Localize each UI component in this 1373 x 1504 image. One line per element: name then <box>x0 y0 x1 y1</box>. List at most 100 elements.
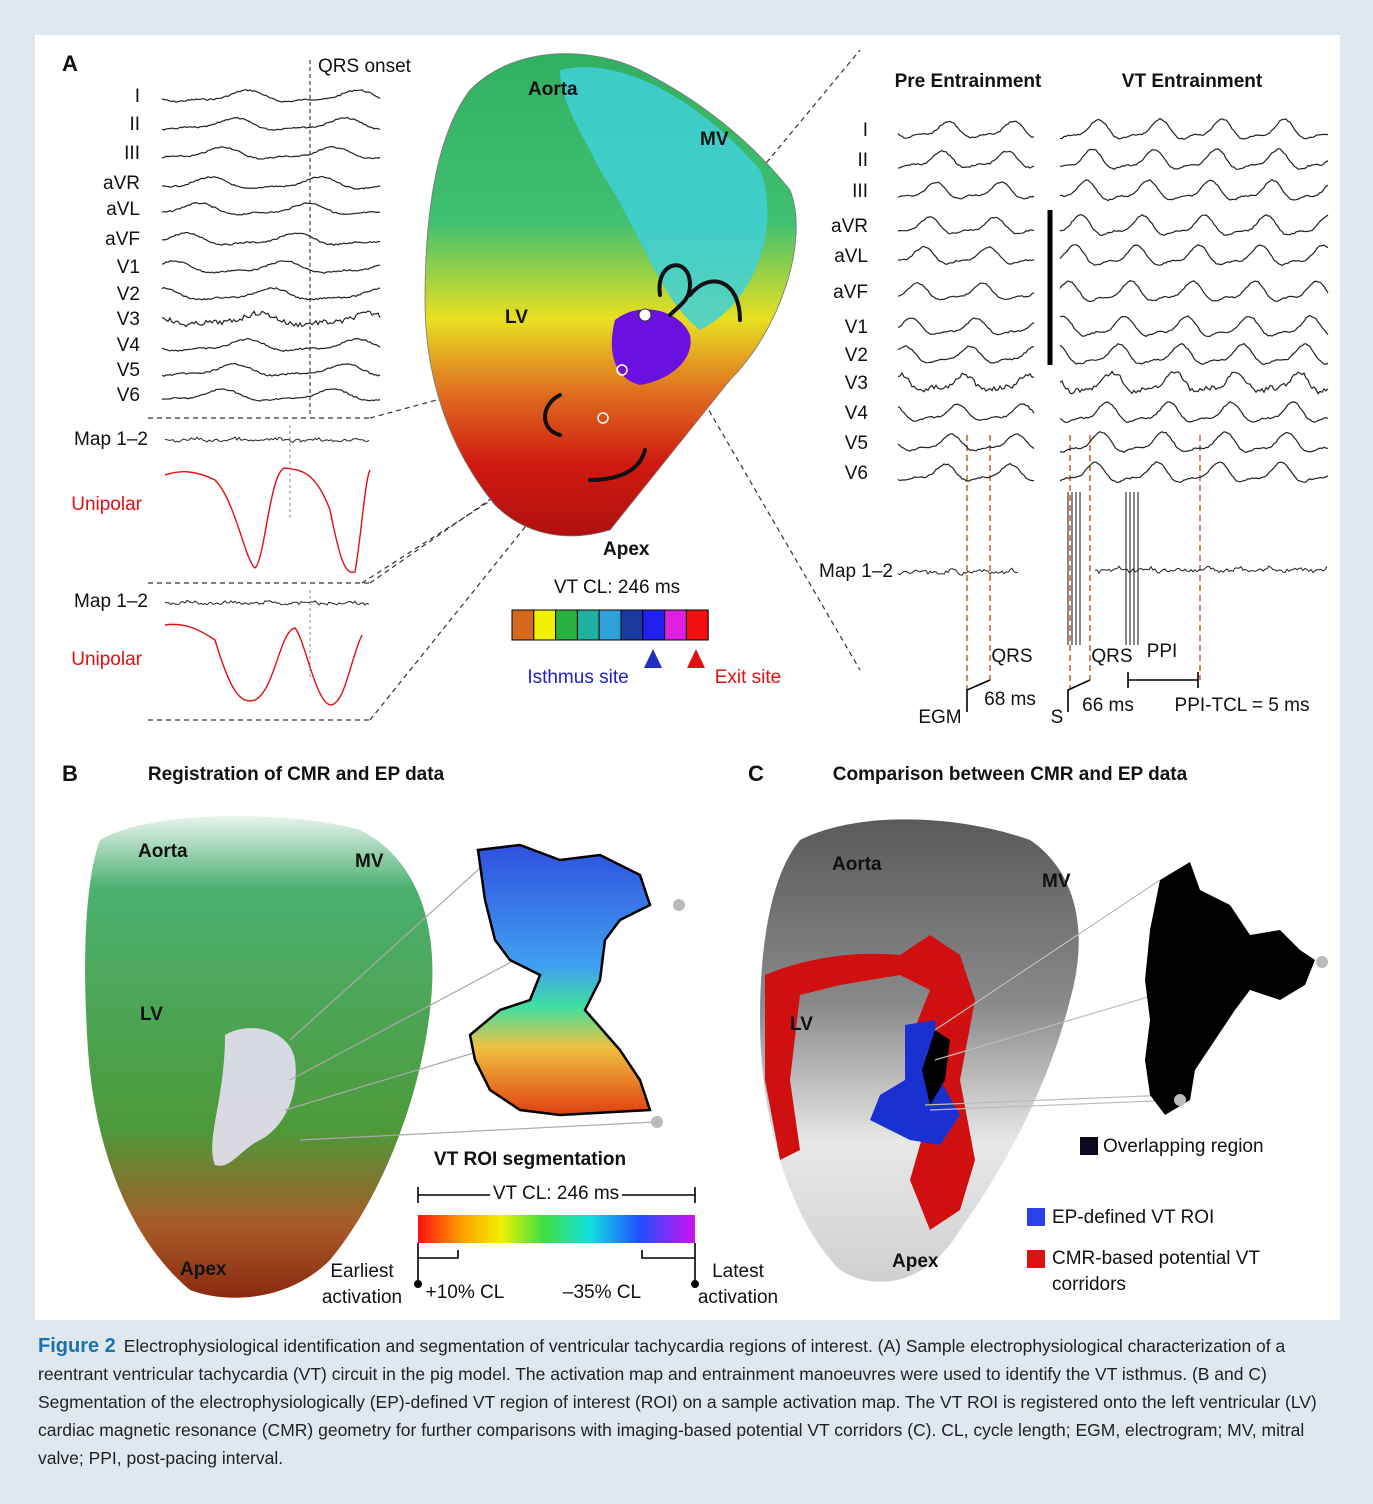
colorbar-cell <box>685 609 709 641</box>
lead-label: V3 <box>845 373 868 394</box>
caption: Figure 2 Electrophysiological identificat… <box>38 1332 1338 1472</box>
panel-label: B <box>62 761 78 786</box>
legend-label: EP-defined VT ROI <box>1052 1207 1214 1228</box>
lead-label: V6 <box>117 385 140 406</box>
column-title: VT Entrainment <box>1122 71 1263 92</box>
ecg-trace <box>1059 431 1329 454</box>
annotation: QRS <box>991 646 1032 667</box>
marker-dot <box>691 1280 699 1288</box>
bipolar-trace <box>164 599 370 606</box>
figure-label: Figure 2 <box>38 1335 116 1357</box>
ecg-trace <box>161 310 381 328</box>
lead-label: V5 <box>117 360 140 381</box>
colorbar-cell <box>511 609 535 641</box>
lead-label: aVR <box>831 216 868 237</box>
isthmus-marker <box>644 649 662 668</box>
connector-dot <box>651 1116 663 1128</box>
isthmus-region <box>611 309 691 385</box>
unipolar-trace <box>164 623 363 706</box>
lead-label: aVF <box>833 282 868 303</box>
trace-label: Map 1–2 <box>74 429 148 450</box>
ecg-trace <box>1059 178 1329 202</box>
map-region <box>560 67 768 330</box>
trace-label: Unipolar <box>71 494 142 515</box>
lead-label: II <box>129 114 140 135</box>
annotation: PPI-TCL = 5 ms <box>1175 695 1310 716</box>
annotation: 66 ms <box>1082 695 1134 716</box>
overlap-shape <box>1145 862 1315 1115</box>
legend-label: CMR-based potential VT <box>1052 1248 1260 1269</box>
ecg-trace <box>161 146 381 160</box>
connector-lines <box>284 849 656 1141</box>
lead-label: aVR <box>103 173 140 194</box>
ecg-trace <box>161 88 381 103</box>
circuit-arrows <box>543 263 742 482</box>
lead-label: I <box>135 86 140 107</box>
activation-gradient <box>418 1215 695 1243</box>
ecg-trace <box>1059 213 1329 237</box>
map-label: MV <box>1042 871 1071 892</box>
connector-dot <box>673 899 685 911</box>
ecg-trace <box>161 260 381 274</box>
colorbar-cell <box>555 609 578 641</box>
map-label: LV <box>140 1004 163 1025</box>
caption-text: Electrophysiological identification and … <box>38 1336 1317 1468</box>
site-marker <box>616 364 628 376</box>
legend-label: –35% CL <box>563 1282 641 1303</box>
site-marker <box>597 412 609 424</box>
ecg-trace <box>897 120 1035 139</box>
map-label: MV <box>355 851 384 872</box>
annotation: QRS onset <box>318 56 412 77</box>
annotation: S <box>1051 707 1064 728</box>
colorbar-cell <box>620 609 644 641</box>
annotation: EGM <box>918 707 961 728</box>
ecg-trace <box>897 282 1035 301</box>
annotation: PPI <box>1147 641 1178 662</box>
map-label: Apex <box>603 539 650 560</box>
roi-segment <box>468 843 652 1117</box>
panel-title: Comparison between CMR and EP data <box>833 764 1188 785</box>
legend-label: Exit site <box>715 667 782 688</box>
lead-label: V6 <box>845 463 868 484</box>
legend-label: activation <box>698 1287 778 1308</box>
ecg-trace <box>1060 117 1328 140</box>
legend-label: activation <box>322 1287 402 1308</box>
lead-label: V2 <box>117 284 140 305</box>
pacing-spikes <box>1067 492 1139 645</box>
lead-label: III <box>124 143 140 164</box>
map-label: LV <box>505 307 528 328</box>
connector-dot <box>1316 956 1328 968</box>
colorbar-cell <box>576 609 600 641</box>
lead-label: V4 <box>117 335 141 356</box>
trace-label: Unipolar <box>71 649 142 670</box>
ecg-trace <box>897 371 1035 393</box>
ecg-trace <box>1059 370 1329 395</box>
legend-label: +10% CL <box>426 1282 505 1303</box>
ecg-trace <box>161 337 381 352</box>
ecg-trace <box>1059 461 1329 484</box>
map-label: Aorta <box>528 79 578 100</box>
colorbar-cell <box>598 609 622 641</box>
bipolar-trace <box>164 436 370 443</box>
ecg-trace <box>897 462 1035 482</box>
lead-label: II <box>857 150 868 171</box>
colorbar-cell <box>642 609 666 641</box>
activation-colorbar <box>511 609 709 641</box>
annotation: QRS <box>1091 646 1132 667</box>
lead-label: aVL <box>834 246 868 267</box>
ecg-trace <box>897 181 1035 200</box>
panel-title: Registration of CMR and EP data <box>148 764 445 785</box>
column-title: Pre Entrainment <box>895 71 1042 92</box>
ecg-trace <box>897 432 1035 452</box>
lead-label: V1 <box>117 257 140 278</box>
lead-label: aVF <box>105 229 140 250</box>
ecg-trace <box>897 150 1035 169</box>
map-label: Aorta <box>832 854 882 875</box>
figure: A QRS onset Map 1–2 Unipolar Map 1–2 Uni… <box>35 35 1340 1320</box>
cycle-length-label: VT CL: 246 ms <box>554 577 680 598</box>
ecg-trace <box>897 403 1035 422</box>
lead-label: aVL <box>106 199 140 220</box>
legend-label: Latest <box>712 1261 764 1282</box>
bipolar-trace <box>897 567 1019 576</box>
